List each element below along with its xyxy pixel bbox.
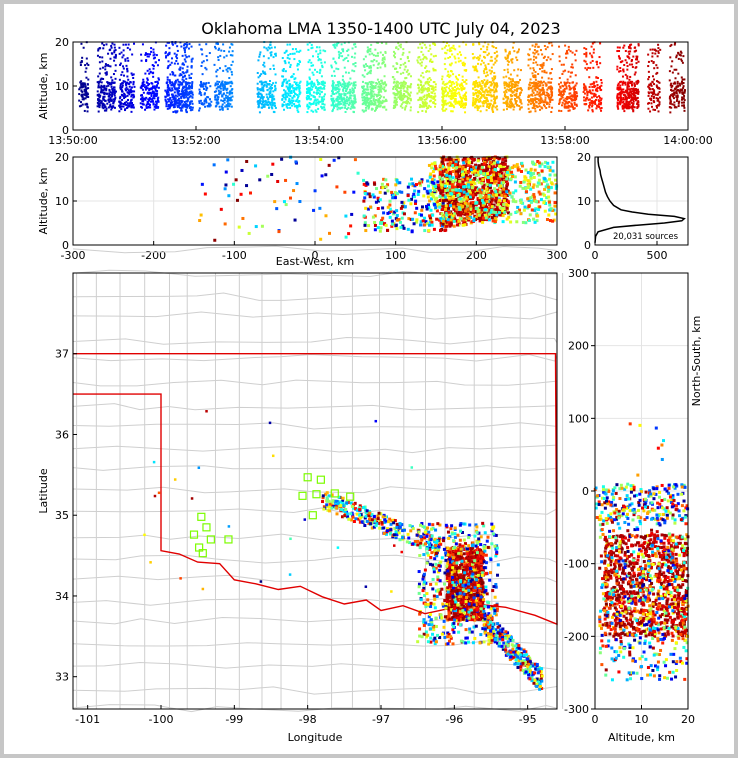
ew-tick-label: 100 xyxy=(385,249,406,262)
longitude-tick-label: -99 xyxy=(225,713,243,726)
plan-view-points xyxy=(143,410,544,691)
alt-ns-xlabel: Altitude, km xyxy=(608,731,675,744)
ew-tick-label: 300 xyxy=(547,249,568,262)
longitude-tick-label: -96 xyxy=(445,713,463,726)
latitude-tick-label: 35 xyxy=(55,509,69,522)
figure-frame: Oklahoma LMA 1350-1400 UTC July 04, 2023… xyxy=(4,4,734,754)
ew-alt-tick-label: 0 xyxy=(62,239,69,252)
ew-tick-label: -300 xyxy=(61,249,86,262)
lma-station-marker xyxy=(202,523,211,532)
ew-tick-label: -100 xyxy=(222,249,247,262)
latitude-tick-label: 33 xyxy=(55,671,69,684)
lma-station-marker xyxy=(189,530,199,539)
latitude-tick-label: 37 xyxy=(55,348,69,361)
north-south-label: North-South, km xyxy=(690,316,703,407)
latitude-tick-label: 34 xyxy=(55,590,69,603)
histogram-line xyxy=(594,157,686,243)
time-tick-label: 13:50:00 xyxy=(48,134,97,147)
figure-title: Oklahoma LMA 1350-1400 UTC July 04, 2023 xyxy=(201,19,560,38)
state-border xyxy=(73,353,558,626)
ew-alt-tick-label: 20 xyxy=(55,151,69,164)
time-height-points xyxy=(78,41,686,114)
hist-alt-tick-label: 10 xyxy=(577,195,591,208)
alt-ns-tick-label: 10 xyxy=(635,713,649,726)
longitude-tick-label: -98 xyxy=(299,713,317,726)
altitude-tick-label: 0 xyxy=(62,124,69,137)
time-height-ylabel: Altitude, km xyxy=(37,52,50,119)
time-tick-label: 13:56:00 xyxy=(417,134,466,147)
altitude-histogram-panel: 0 500 0 10 20 20,031 sources xyxy=(577,151,689,262)
ns-tick-label: 100 xyxy=(568,412,589,425)
longitude-tick-label: -97 xyxy=(372,713,390,726)
ew-altitude-points xyxy=(198,155,559,242)
hist-tick-label: 500 xyxy=(647,249,668,262)
alt-ns-tick-label: 20 xyxy=(681,713,695,726)
altitude-tick-label: 10 xyxy=(55,80,69,93)
lma-station-marker xyxy=(312,490,321,499)
lma-station-marker xyxy=(224,535,233,544)
hist-alt-tick-label: 0 xyxy=(584,239,591,252)
ns-tick-label: 0 xyxy=(582,485,589,498)
hist-tick-label: 0 xyxy=(592,249,599,262)
lma-station-marker xyxy=(303,473,312,482)
lma-figure: Oklahoma LMA 1350-1400 UTC July 04, 2023… xyxy=(37,19,713,744)
ew-tick-label: 0 xyxy=(312,249,319,262)
longitude-tick-label: -101 xyxy=(75,713,100,726)
time-tick-label: 13:54:00 xyxy=(294,134,343,147)
ew-xlabel: East-West, km xyxy=(276,255,354,268)
altitude-ns-panel: 0 10 20 -300 -200 -100 0 100 200 300 Altitude, km N… xyxy=(564,267,703,744)
ns-tick-label: -100 xyxy=(564,558,589,571)
time-tick-label: 14:00:00 xyxy=(663,134,712,147)
ew-tick-label: 200 xyxy=(466,249,487,262)
lma-station-marker xyxy=(316,475,325,484)
lma-station-marker xyxy=(308,511,317,520)
ns-tick-label: 300 xyxy=(568,267,589,280)
lma-station-marker xyxy=(198,549,207,558)
ns-tick-label: 200 xyxy=(568,340,589,353)
lma-station-marker xyxy=(330,489,339,498)
lma-station-marker xyxy=(206,535,215,544)
altitude-tick-label: 20 xyxy=(55,36,69,49)
time-tick-label: 13:52:00 xyxy=(171,134,220,147)
ew-tick-label: -200 xyxy=(141,249,166,262)
latitude-tick-label: 36 xyxy=(55,428,69,441)
altitude-ns-points xyxy=(593,422,690,682)
lma-station-marker xyxy=(346,492,355,501)
ew-altitude-panel: -300 -200 -100 0 100 200 300 0 10 20 East-West, km… xyxy=(37,151,568,268)
time-tick-label: 13:58:00 xyxy=(540,134,589,147)
latitude-label: Latitude xyxy=(37,468,50,514)
source-count-annotation: 20,031 sources xyxy=(613,232,679,242)
lma-stations xyxy=(189,473,355,558)
county-lines xyxy=(72,245,564,713)
lma-station-marker xyxy=(298,491,307,500)
time-height-panel: 13:50:00 13:52:00 13:54:00 13:56:00 13:58:00… xyxy=(37,36,713,147)
ew-alt-tick-label: 10 xyxy=(55,195,69,208)
longitude-label: Longitude xyxy=(288,731,343,744)
alt-ns-tick-label: 0 xyxy=(592,713,599,726)
longitude-tick-label: -100 xyxy=(149,713,174,726)
longitude-tick-label: -95 xyxy=(519,713,537,726)
ns-tick-label: -300 xyxy=(564,703,589,716)
hist-alt-tick-label: 20 xyxy=(577,151,591,164)
plan-view-panel: -101 -100 -99 -98 -97 -96 -95 33 34 35 36 37 Longitu… xyxy=(37,245,564,744)
ew-ylabel: Altitude, km xyxy=(37,167,50,234)
ns-tick-label: -200 xyxy=(564,630,589,643)
lma-station-marker xyxy=(197,512,206,521)
